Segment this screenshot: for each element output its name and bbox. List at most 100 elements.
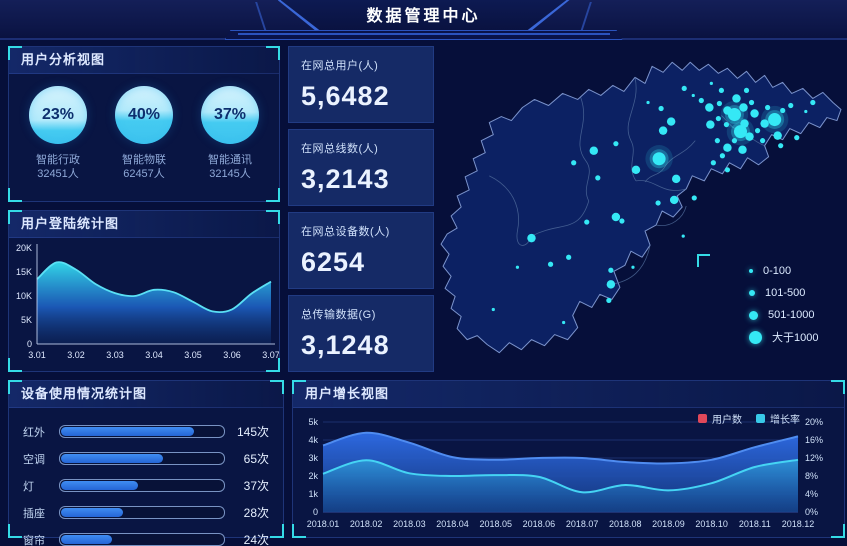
bar-value: 28次 [243,506,269,520]
bar-row-1: 空调 65次 [23,449,269,468]
map-panel: 0-100 101-500 501-1000 大于1000 [430,44,847,378]
bar-label: 红外 [23,426,45,439]
svg-text:2018.08: 2018.08 [609,519,642,529]
svg-text:3.02: 3.02 [67,350,85,360]
region-map [440,61,842,354]
svg-text:20K: 20K [16,243,32,253]
gauge-group: 23% 智能行政 32451人 40% 智能物联 62457人 37% 智能通讯 32145人 [9,74,279,181]
map-legend-label: 101-500 [765,287,806,299]
gauge-0: 23% 智能行政 32451人 [20,86,96,181]
map-legend-item-2: 501-1000 [749,304,839,326]
panel-title-user-growth: 用户增长视图 [293,381,844,408]
legend-corner-bracket [697,254,710,267]
gauge-1: 40% 智能物联 62457人 [106,86,182,181]
svg-text:2018.06: 2018.06 [523,519,556,529]
stat-card-2: 在网总设备数(人) 6254 [288,212,434,289]
device-bar-chart: 红外 145次空调 65次灯 37次插座 28次窗帘 24次 [9,408,283,546]
stat-value: 5,6482 [301,81,390,111]
svg-text:15K: 15K [16,267,32,277]
svg-text:2018.11: 2018.11 [739,519,771,529]
bar-track [59,425,225,438]
stat-value: 6254 [301,247,366,277]
gauge-percent: 37% [213,106,247,123]
bar-label: 窗帘 [23,534,45,546]
map-legend-item-1: 101-500 [749,282,839,304]
page-title: 数据管理中心 [366,8,481,25]
gauge-percent: 23% [41,106,75,123]
svg-text:3.06: 3.06 [223,350,241,360]
bar-track [59,479,225,492]
bar-row-0: 红外 145次 [23,422,269,441]
map-legend-label: 大于1000 [772,332,819,344]
legend-label: 用户数 [712,415,742,426]
bar-track [59,533,225,546]
stat-value: 3,2143 [301,164,390,194]
svg-text:2018.03: 2018.03 [393,519,426,529]
svg-text:4k: 4k [308,435,318,445]
svg-text:12%: 12% [805,453,823,463]
bar-fill [61,427,194,436]
panel-user-analysis: 用户分析视图 23% 智能行政 32451人 40% 智能物联 62457人 37% 智能通讯… [8,46,280,202]
map-legend: 0-100 101-500 501-1000 大于1000 [697,254,839,354]
svg-text:5K: 5K [21,315,32,325]
svg-text:4%: 4% [805,489,818,499]
stat-card-0: 在网总用户(人) 5,6482 [288,46,434,123]
gauge-label: 智能行政 [36,154,80,166]
stat-label: 在网总线数(人) [301,143,379,155]
svg-text:3.03: 3.03 [106,350,124,360]
growth-dual-axis-chart: 0 1k 2k 3k 4k 5k 0% 4% 8% 12% 16% 20% 2018.01 2018.02… [307,417,823,529]
bar-label: 插座 [23,507,45,520]
panel-user-growth: 用户增长视图 用户数 增长率 0 1k 2k 3k 4k 5k 0% 4% 8% 12% 16% 20%… [292,380,845,538]
gauge-count: 32451人 [37,168,79,180]
bar-row-2: 灯 37次 [23,476,269,495]
map-legend-item-3: 大于1000 [749,326,839,348]
map-legend-label: 501-1000 [768,309,815,321]
bar-value: 24次 [243,533,269,546]
bar-fill [61,508,124,517]
bar-value: 145次 [236,425,269,439]
svg-text:0%: 0% [805,507,818,517]
legend-dot-icon [749,330,762,344]
gauge-circle: 23% [29,86,87,144]
bar-value: 37次 [243,479,269,493]
gauge-2: 37% 智能通讯 32145人 [192,86,268,181]
bar-fill [61,535,112,544]
svg-text:20%: 20% [805,417,823,427]
gauge-label: 智能物联 [122,154,166,166]
stat-label: 总传输数据(G) [301,309,376,321]
growth-chart-legend: 用户数 增长率 [698,411,800,426]
legend-item-增长率[interactable]: 增长率 [756,411,800,426]
svg-text:2018.12: 2018.12 [782,519,815,529]
svg-text:3.05: 3.05 [184,350,202,360]
svg-text:2018.10: 2018.10 [695,519,728,529]
svg-text:16%: 16% [805,435,823,445]
svg-text:2018.07: 2018.07 [566,519,599,529]
legend-dot-icon [749,310,758,320]
svg-text:3.01: 3.01 [28,350,46,360]
svg-text:3.04: 3.04 [145,350,163,360]
svg-text:2018.04: 2018.04 [436,519,469,529]
svg-text:10K: 10K [16,291,32,301]
bar-value: 65次 [243,452,269,466]
gauge-circle: 40% [115,86,173,144]
legend-item-用户数[interactable]: 用户数 [698,411,742,426]
svg-text:2018.02: 2018.02 [350,519,383,529]
bar-label: 空调 [23,453,45,466]
svg-text:1k: 1k [308,489,318,499]
gauge-circle: 37% [201,86,259,144]
stat-card-1: 在网总线数(人) 3,2143 [288,129,434,206]
panel-title-user-analysis: 用户分析视图 [9,47,279,74]
panel-login-stats: 用户登陆统计图 0 5K 10K 15K 20K 3.01 3.02 3.03 3.04 3.05… [8,210,280,372]
panel-title-device-usage: 设备使用情况统计图 [9,381,283,408]
stat-label: 在网总设备数(人) [301,226,390,238]
svg-text:8%: 8% [805,471,818,481]
gauge-percent: 40% [127,106,161,123]
bar-track [59,452,225,465]
svg-text:3k: 3k [308,453,318,463]
gauge-count: 62457人 [123,168,165,180]
login-area-chart: 0 5K 10K 15K 20K 3.01 3.02 3.03 3.04 3.05 3.06 3.07 [16,243,280,360]
legend-label: 增长率 [770,415,800,426]
legend-dot-icon [749,290,755,296]
legend-swatch [756,414,765,423]
